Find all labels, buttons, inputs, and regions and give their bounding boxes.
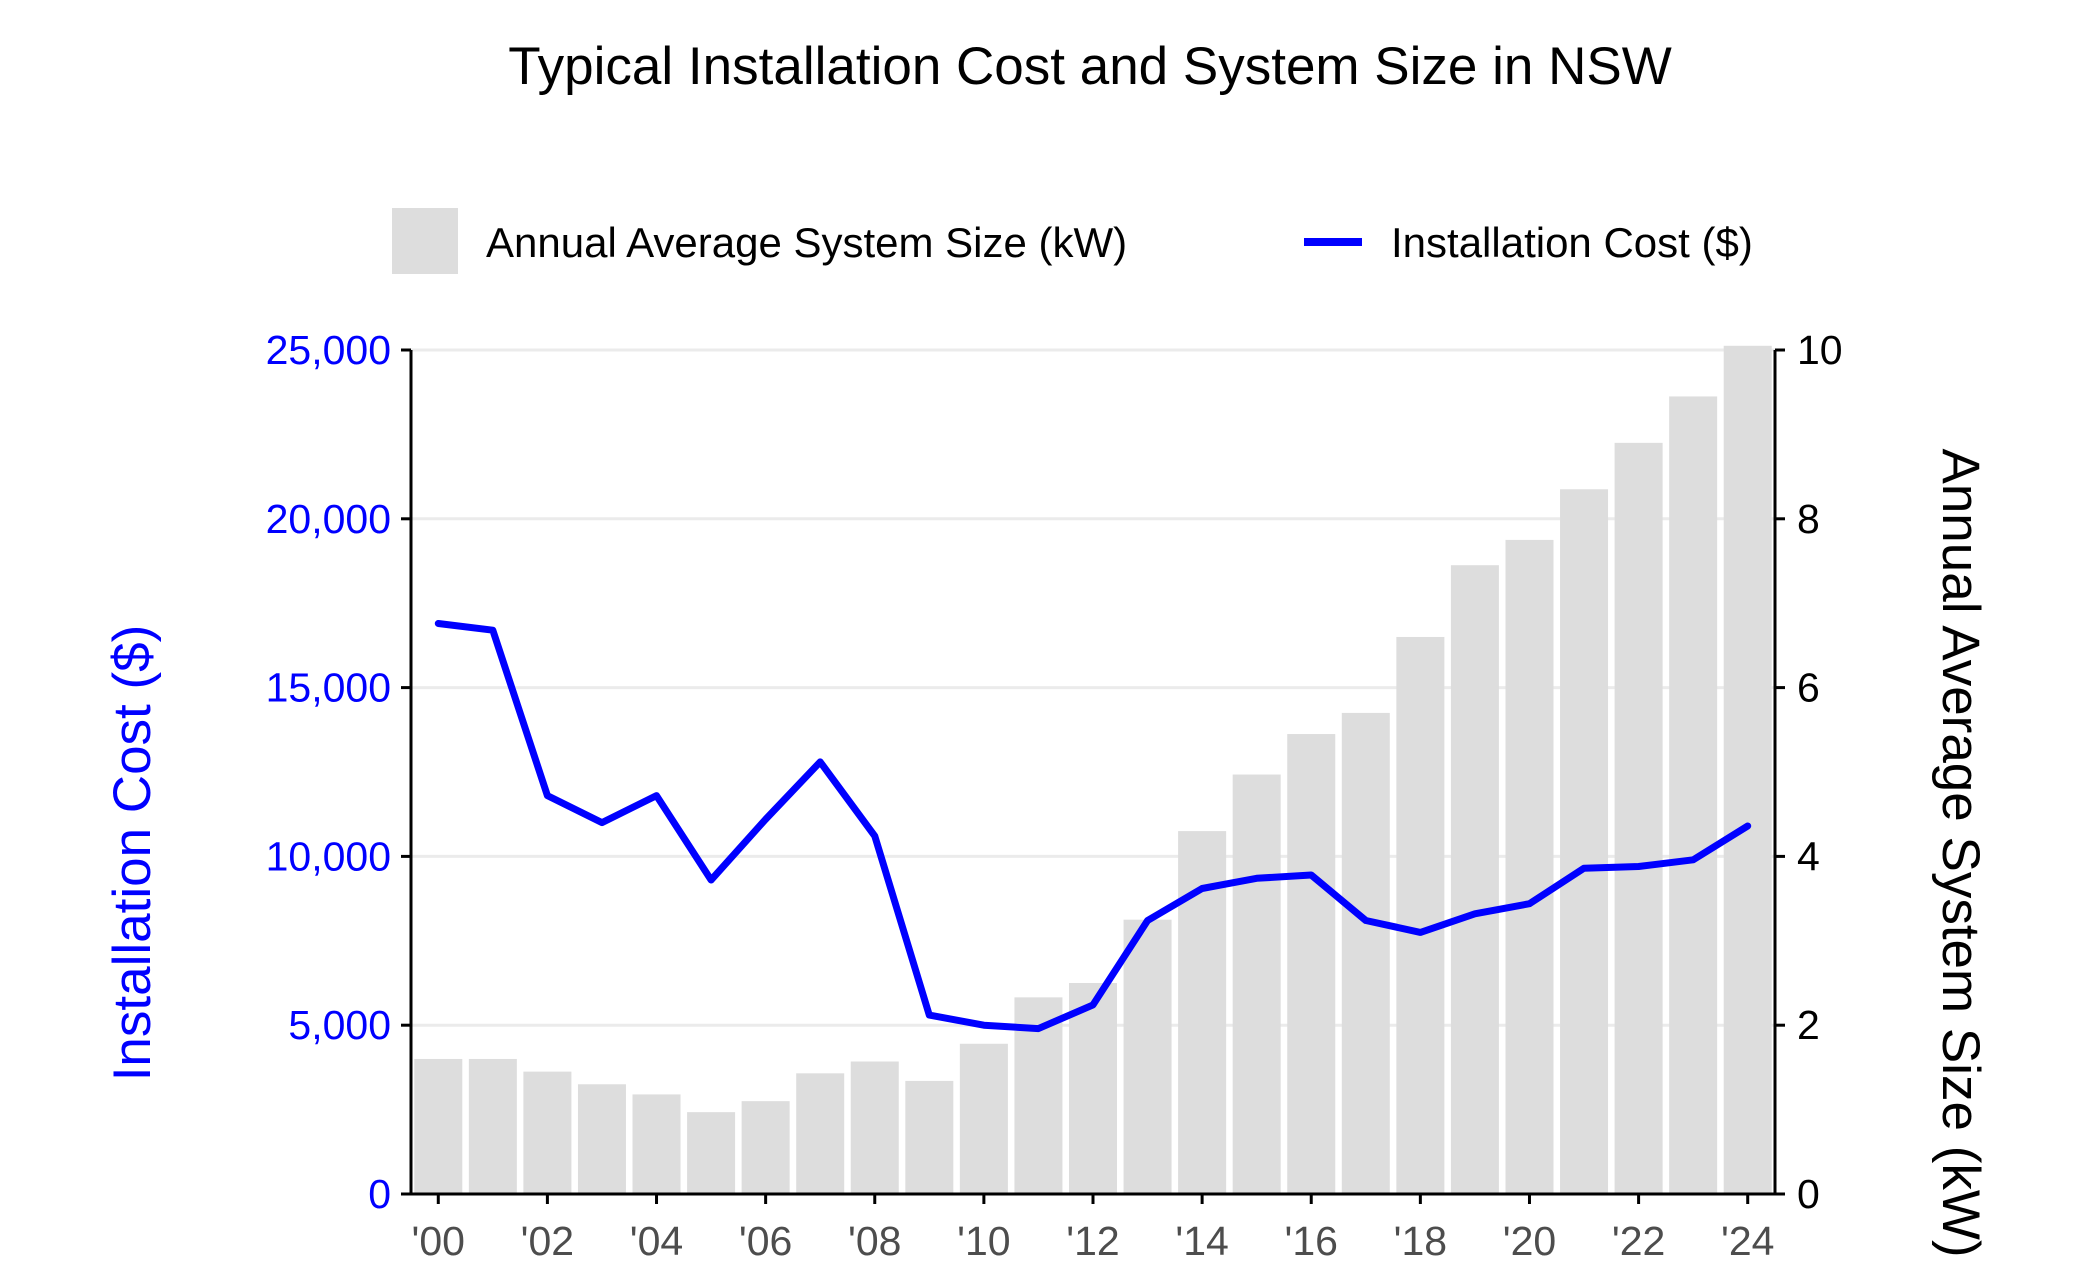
bar-2016 xyxy=(1287,734,1336,1194)
right-tick-label: 0 xyxy=(1797,1171,1820,1217)
left-tick-label: 25,000 xyxy=(266,327,391,373)
bar-2015 xyxy=(1232,774,1281,1194)
bar-2024 xyxy=(1723,345,1772,1194)
bar-2020 xyxy=(1505,539,1554,1194)
left-tick-label: 10,000 xyxy=(266,833,391,879)
right-tick-label: 4 xyxy=(1797,833,1820,879)
x-tick-label: '10 xyxy=(957,1218,1010,1264)
bar-2023 xyxy=(1669,396,1718,1194)
bar-2007 xyxy=(796,1073,845,1194)
bar-2001 xyxy=(468,1058,517,1194)
legend-line-label: Installation Cost ($) xyxy=(1391,219,1753,266)
line-series xyxy=(434,620,1752,1033)
bar-2021 xyxy=(1560,489,1609,1194)
left-tick-label: 20,000 xyxy=(266,496,391,542)
left-axis-ticks: 0 5,000 10,000 15,000 20,000 25,000 xyxy=(266,327,411,1217)
x-tick-label: '06 xyxy=(739,1218,792,1264)
bar-2004 xyxy=(632,1094,681,1194)
x-tick-label: '20 xyxy=(1503,1218,1556,1264)
bar-2018 xyxy=(1396,636,1445,1194)
x-tick-label: '04 xyxy=(630,1218,683,1264)
bar-2010 xyxy=(959,1043,1008,1194)
bar-2008 xyxy=(850,1061,899,1194)
right-axis-title: Annual Average System Size (kW) xyxy=(1931,448,1990,1257)
legend: Annual Average System Size (kW) Installa… xyxy=(392,208,1753,274)
left-tick-label: 5,000 xyxy=(288,1002,391,1048)
right-tick-label: 10 xyxy=(1797,327,1843,373)
bar-2012 xyxy=(1068,983,1118,1194)
x-tick-label: '22 xyxy=(1612,1218,1665,1264)
x-tick-label: '24 xyxy=(1721,1218,1774,1264)
x-tick-label: '18 xyxy=(1394,1218,1447,1264)
chart-title: Typical Installation Cost and System Siz… xyxy=(508,37,1672,96)
x-axis-ticks: '00 '02 '04 '06 '08 '10 '12 '14 '16 '18 '20 '22 '24 xyxy=(412,1194,1774,1264)
bar-2009 xyxy=(905,1080,954,1194)
bar-2013 xyxy=(1123,919,1172,1194)
right-axis-ticks: 0 2 4 6 8 10 xyxy=(1775,327,1843,1217)
bar-2000 xyxy=(414,1058,463,1194)
right-tick-label: 6 xyxy=(1797,665,1820,711)
bar-2005 xyxy=(687,1112,736,1194)
right-tick-label: 8 xyxy=(1797,496,1820,542)
bar-2002 xyxy=(523,1071,572,1194)
bar-series xyxy=(414,345,1772,1195)
right-tick-label: 2 xyxy=(1797,1002,1820,1048)
left-axis-title: Installation Cost ($) xyxy=(103,625,162,1082)
x-tick-label: '16 xyxy=(1285,1218,1338,1264)
bar-2017 xyxy=(1341,712,1390,1194)
bar-2019 xyxy=(1450,565,1499,1194)
bar-2022 xyxy=(1614,442,1663,1195)
x-tick-label: '14 xyxy=(1175,1218,1228,1264)
x-tick-label: '02 xyxy=(521,1218,574,1264)
bar-2006 xyxy=(741,1101,790,1194)
legend-bar-label: Annual Average System Size (kW) xyxy=(486,219,1127,266)
x-tick-label: '00 xyxy=(412,1218,465,1264)
legend-bar-swatch xyxy=(392,208,458,274)
bar-2003 xyxy=(577,1084,626,1194)
left-tick-label: 15,000 xyxy=(266,665,391,711)
left-tick-label: 0 xyxy=(368,1171,391,1217)
x-tick-label: '08 xyxy=(848,1218,901,1264)
x-tick-label: '12 xyxy=(1066,1218,1119,1264)
